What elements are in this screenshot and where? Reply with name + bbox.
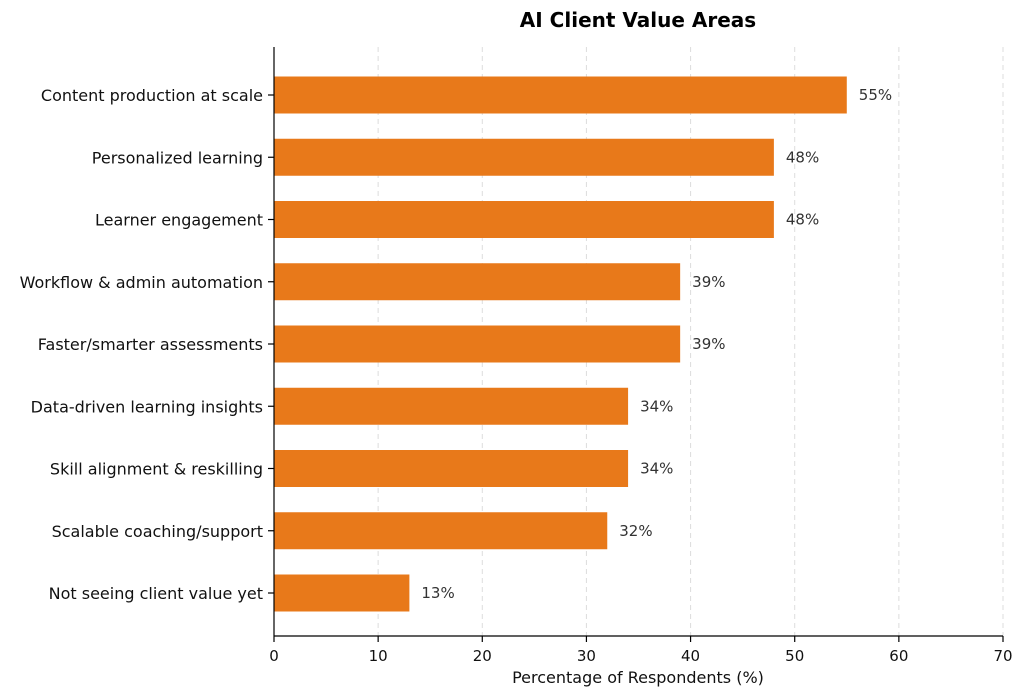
x-tick-label-60: 60: [889, 647, 908, 665]
bar-3: [274, 263, 681, 301]
x-tick-label-20: 20: [473, 647, 492, 665]
category-label-3: Workflow & admin automation: [20, 273, 263, 292]
bar-1: [274, 138, 774, 176]
bar-4: [274, 325, 681, 363]
category-label-6: Skill alignment & reskilling: [50, 460, 263, 479]
category-label-4: Faster/smarter assessments: [38, 335, 263, 354]
data-label-7: 32%: [619, 522, 652, 540]
data-label-6: 34%: [640, 460, 673, 478]
data-labels: 55% 48% 48% 39% 39% 34% 34% 32% 13%: [421, 86, 892, 602]
category-label-7: Scalable coaching/support: [52, 522, 263, 541]
data-label-0: 55%: [859, 86, 892, 104]
bar-5: [274, 387, 629, 425]
bar-2: [274, 201, 774, 238]
data-label-4: 39%: [692, 335, 725, 353]
category-label-5: Data-driven learning insights: [31, 397, 263, 416]
data-label-5: 34%: [640, 397, 673, 415]
x-tick-label-40: 40: [681, 647, 700, 665]
category-labels: Content production at scale Personalized …: [20, 86, 263, 603]
category-label-2: Learner engagement: [95, 211, 263, 230]
category-label-1: Personalized learning: [92, 148, 263, 167]
x-tick-label-30: 30: [577, 647, 596, 665]
x-tick-label-0: 0: [269, 647, 279, 665]
category-label-8: Not seeing client value yet: [49, 584, 263, 603]
data-label-1: 48%: [786, 148, 819, 166]
x-tick-label-10: 10: [369, 647, 388, 665]
x-tick-label-70: 70: [993, 647, 1012, 665]
data-label-8: 13%: [421, 584, 454, 602]
bar-8: [274, 574, 410, 612]
bar-7: [274, 512, 608, 550]
x-axis: 0 10 20 30 40 50 60 70: [268, 47, 1013, 665]
bar-6: [274, 450, 629, 487]
x-axis-label: Percentage of Respondents (%): [512, 668, 764, 687]
data-label-2: 48%: [786, 211, 819, 229]
bar-0: [274, 76, 847, 114]
bars: [274, 76, 847, 612]
chart-title: AI Client Value Areas: [520, 8, 756, 32]
category-label-0: Content production at scale: [41, 86, 263, 105]
x-tick-label-50: 50: [785, 647, 804, 665]
data-label-3: 39%: [692, 273, 725, 291]
